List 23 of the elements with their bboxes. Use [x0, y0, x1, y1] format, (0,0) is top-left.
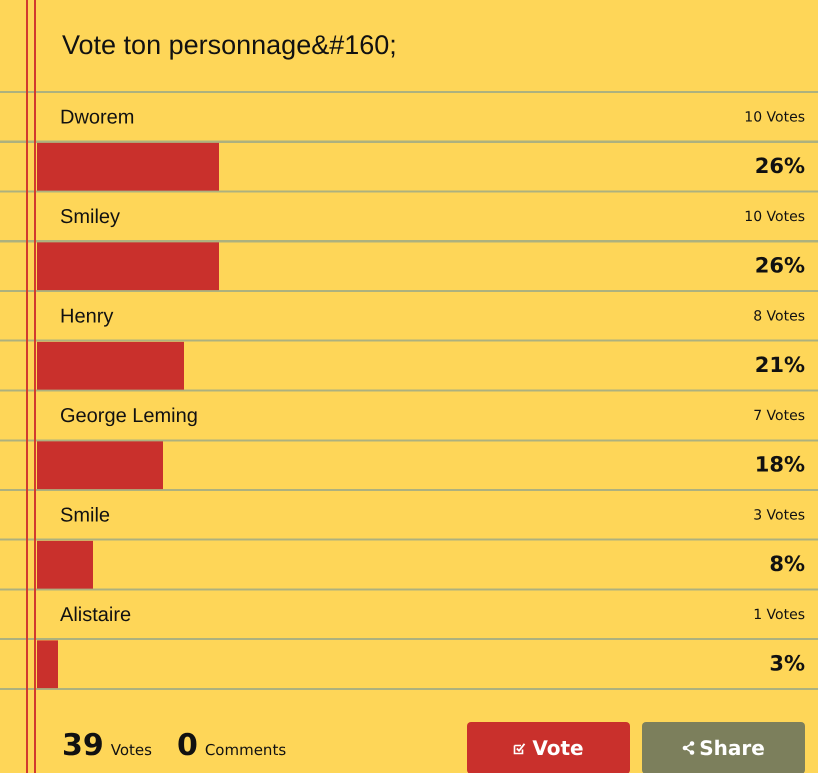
chart-title: Vote ton personnage&#160;: [62, 30, 397, 61]
data-label: 26%: [754, 254, 805, 278]
text: 39 Votes: [62, 727, 152, 765]
data-label: 21%: [754, 353, 805, 378]
text: 8 Votes: [753, 308, 805, 325]
text: 10 Votes: [744, 110, 805, 126]
data-label: 18%: [754, 452, 805, 477]
data-label: 3%: [769, 652, 805, 676]
y-tick-label: Smiley: [60, 206, 120, 228]
text: 10 Votes: [744, 209, 805, 226]
data-label: 26%: [754, 154, 805, 178]
text: 0 Comments: [176, 727, 286, 765]
y-tick-label: George Leming: [60, 405, 198, 428]
vote-button[interactable]: Vote: [467, 722, 630, 773]
y-tick-label: Smile: [60, 504, 110, 527]
y-tick-label: Alistaire: [60, 604, 132, 626]
y-tick-label: Dworem: [60, 106, 134, 129]
text: 1 Votes: [753, 607, 805, 624]
share-button[interactable]: Share: [642, 722, 805, 773]
y-tick-label: Henry: [60, 306, 114, 328]
text: 7 Votes: [753, 408, 805, 424]
data-label: 8%: [769, 552, 805, 576]
text: 3 Votes: [753, 508, 805, 524]
